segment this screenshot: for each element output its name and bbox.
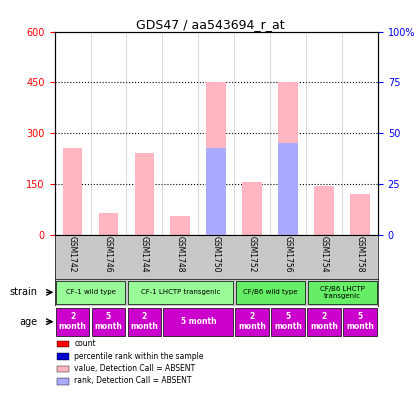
Text: GSM1758: GSM1758 [356,236,365,272]
Text: value, Detection Call = ABSENT: value, Detection Call = ABSENT [74,364,195,373]
Text: CF/B6 wild type: CF/B6 wild type [243,289,297,295]
Text: GSM1754: GSM1754 [320,236,328,272]
Bar [63,148,82,234]
Text: GSM1748: GSM1748 [176,236,185,272]
Bar [235,308,269,335]
Bar [278,82,298,234]
Text: GSM1756: GSM1756 [284,236,293,272]
Text: CF-1 wild type: CF-1 wild type [66,289,116,295]
Text: 5
month: 5 month [274,312,302,331]
Text: 2
month: 2 month [59,312,87,331]
Bar [271,308,305,335]
Bar [307,308,341,335]
Text: 5 month: 5 month [181,317,216,326]
Text: strain: strain [9,287,37,297]
Text: age: age [19,317,37,327]
Bar [58,378,69,385]
Bar [56,281,125,304]
Bar [236,281,304,304]
Text: GSM1744: GSM1744 [140,236,149,272]
Text: 2
month: 2 month [238,312,266,331]
Text: 5
month: 5 month [346,312,374,331]
Text: rank, Detection Call = ABSENT: rank, Detection Call = ABSENT [74,376,192,385]
Bar [278,143,298,234]
Text: 2
month: 2 month [310,312,338,331]
Bar [128,281,233,304]
Text: GDS47 / aa543694_r_at: GDS47 / aa543694_r_at [136,18,284,31]
Text: CF-1 LHCTP transgenic: CF-1 LHCTP transgenic [141,289,220,295]
Bar [128,308,161,335]
Text: count: count [74,339,96,348]
Text: percentile rank within the sample: percentile rank within the sample [74,352,204,361]
Text: GSM1742: GSM1742 [68,236,77,272]
Bar [171,216,190,234]
Bar [350,194,370,234]
Text: GSM1746: GSM1746 [104,236,113,272]
Text: GSM1750: GSM1750 [212,236,221,272]
Bar [314,186,334,234]
Text: 2
month: 2 month [131,312,158,331]
Bar [56,308,89,335]
Bar [206,82,226,234]
Text: CF/B6 LHCTP
transgenic: CF/B6 LHCTP transgenic [320,286,365,299]
Bar [242,182,262,234]
Bar [58,341,69,347]
Bar [134,153,154,234]
Text: GSM1752: GSM1752 [248,236,257,272]
Bar [92,308,126,335]
Bar [307,281,377,304]
Bar [99,213,118,234]
Bar [163,308,233,335]
Bar [58,366,69,372]
Bar [58,353,69,360]
Bar [206,148,226,234]
Text: 5
month: 5 month [94,312,123,331]
Bar [343,308,377,335]
